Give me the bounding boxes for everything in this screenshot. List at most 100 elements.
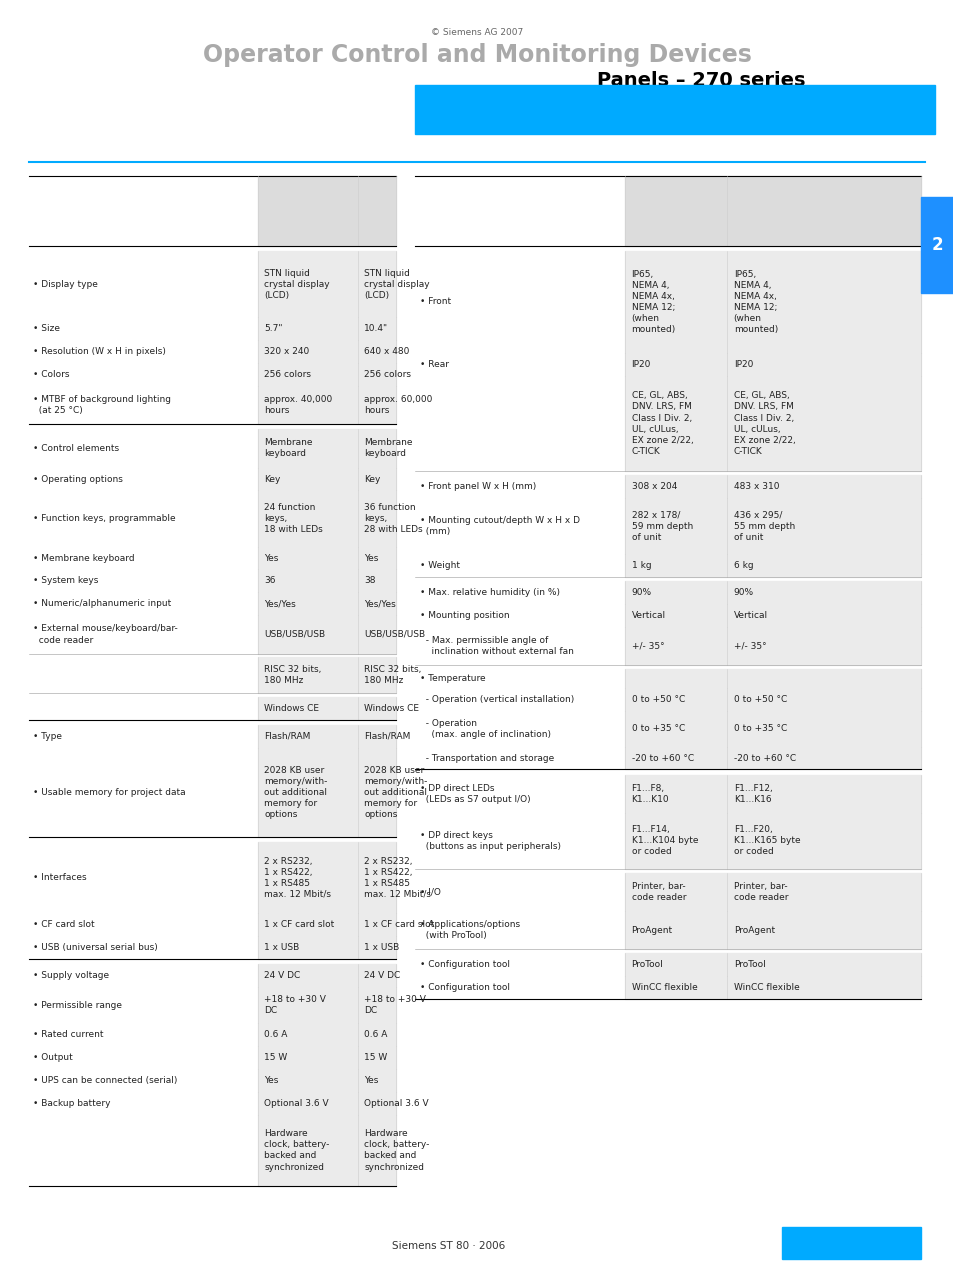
Text: Optional 3.6 V: Optional 3.6 V xyxy=(264,1098,329,1108)
Bar xyxy=(624,353,920,376)
Text: • Configuration tool: • Configuration tool xyxy=(419,959,509,970)
Text: • Mounting cutout/depth W x H x D
  (mm): • Mounting cutout/depth W x H x D (mm) xyxy=(419,516,579,536)
Text: 256 colors: 256 colors xyxy=(364,369,411,380)
Text: • Permissible range: • Permissible range xyxy=(33,1000,122,1010)
Text: 0.6 A: 0.6 A xyxy=(264,1029,288,1040)
Text: ProAgent: ProAgent xyxy=(733,925,774,935)
Text: 282 x 178/
59 mm depth
of unit: 282 x 178/ 59 mm depth of unit xyxy=(631,511,692,541)
Text: • Membrane keyboard: • Membrane keyboard xyxy=(33,553,135,563)
Bar xyxy=(257,1092,395,1115)
Text: • Rated current: • Rated current xyxy=(33,1029,104,1040)
Text: 1 x USB: 1 x USB xyxy=(364,943,399,953)
Bar xyxy=(257,1023,395,1046)
Text: 308 x 204: 308 x 204 xyxy=(631,482,677,492)
Text: 1 kg: 1 kg xyxy=(631,561,651,571)
Bar xyxy=(257,386,395,424)
Text: Windows CE: Windows CE xyxy=(364,703,419,713)
Text: 2 x RS232,
1 x RS422,
1 x RS485
max. 12 Mbit/s: 2 x RS232, 1 x RS422, 1 x RS485 max. 12 … xyxy=(364,856,431,899)
Text: 24 V DC: 24 V DC xyxy=(364,971,400,981)
Text: • Applications/options
  (with ProTool): • Applications/options (with ProTool) xyxy=(419,920,519,940)
Text: 256 colors: 256 colors xyxy=(264,369,311,380)
Text: • Numeric/alphanumeric input: • Numeric/alphanumeric input xyxy=(33,599,172,609)
Text: IP65,
NEMA 4,
NEMA 4x,
NEMA 12;
(when
mounted): IP65, NEMA 4, NEMA 4x, NEMA 12; (when mo… xyxy=(631,270,675,334)
Bar xyxy=(257,725,395,748)
Text: Yes: Yes xyxy=(364,553,378,563)
Text: • Temperature: • Temperature xyxy=(419,674,485,683)
Bar xyxy=(624,604,920,627)
Text: • System keys: • System keys xyxy=(33,576,99,586)
Bar xyxy=(257,936,395,959)
Text: 640 x 480: 640 x 480 xyxy=(364,347,410,357)
Text: 1 x CF card slot: 1 x CF card slot xyxy=(264,920,335,930)
Text: Yes/Yes: Yes/Yes xyxy=(364,599,395,609)
Text: Hardware
clock, battery-
backed and
synchronized: Hardware clock, battery- backed and sync… xyxy=(264,1129,330,1172)
Text: 0 to +50 °C: 0 to +50 °C xyxy=(631,694,684,705)
Bar xyxy=(257,748,395,837)
Text: Printer, bar-
code reader: Printer, bar- code reader xyxy=(733,882,787,902)
Text: +18 to +30 V
DC: +18 to +30 V DC xyxy=(364,995,426,1015)
Text: • Weight: • Weight xyxy=(419,561,459,571)
Text: F1...F12,
K1...K16: F1...F12, K1...K16 xyxy=(733,784,772,804)
Text: USB/USB/USB: USB/USB/USB xyxy=(364,629,425,640)
Text: +/- 35°: +/- 35° xyxy=(631,641,663,651)
Bar xyxy=(624,475,920,498)
Text: approx. 40,000
hours: approx. 40,000 hours xyxy=(264,395,333,415)
Text: STN liquid
crystal display
(LCD): STN liquid crystal display (LCD) xyxy=(264,269,330,299)
Bar xyxy=(624,627,920,665)
Bar xyxy=(257,340,395,363)
Bar xyxy=(624,498,920,554)
Text: +18 to +30 V
DC: +18 to +30 V DC xyxy=(264,995,326,1015)
Text: 1 x CF card slot: 1 x CF card slot xyxy=(364,920,435,930)
Text: 2 x RS232,
1 x RS422,
1 x RS485
max. 12 Mbit/s: 2 x RS232, 1 x RS422, 1 x RS485 max. 12 … xyxy=(264,856,331,899)
Text: • I/O: • I/O xyxy=(419,887,440,897)
Bar xyxy=(257,176,395,246)
Text: Membrane
keyboard: Membrane keyboard xyxy=(364,438,413,459)
Bar xyxy=(624,911,920,949)
Text: Flash/RAM: Flash/RAM xyxy=(264,731,311,741)
Text: • CF card slot: • CF card slot xyxy=(33,920,95,930)
Text: -20 to +60 °C: -20 to +60 °C xyxy=(631,753,693,763)
Text: ProTool: ProTool xyxy=(631,959,662,970)
Text: • Colors: • Colors xyxy=(33,369,70,380)
Text: 24 function
keys,
18 with LEDs: 24 function keys, 18 with LEDs xyxy=(264,503,323,534)
Text: -20 to +60 °C: -20 to +60 °C xyxy=(733,753,795,763)
Bar xyxy=(257,1115,395,1186)
Text: Printer, bar-
code reader: Printer, bar- code reader xyxy=(631,882,685,902)
Bar xyxy=(257,251,395,317)
Text: 36: 36 xyxy=(264,576,275,586)
Text: 6 kg: 6 kg xyxy=(733,561,753,571)
Text: USB/USB/USB: USB/USB/USB xyxy=(264,629,325,640)
Bar xyxy=(257,842,395,913)
Bar xyxy=(257,615,395,654)
Text: IP65,
NEMA 4,
NEMA 4x,
NEMA 12;
(when
mounted): IP65, NEMA 4, NEMA 4x, NEMA 12; (when mo… xyxy=(733,270,777,334)
Text: ProAgent: ProAgent xyxy=(631,925,672,935)
Bar xyxy=(257,964,395,987)
Bar xyxy=(415,85,934,134)
Text: • Type: • Type xyxy=(33,731,62,741)
Text: • Max. relative humidity (in %): • Max. relative humidity (in %) xyxy=(419,587,559,598)
Bar xyxy=(257,317,395,340)
Text: 436 x 295/
55 mm depth
of unit: 436 x 295/ 55 mm depth of unit xyxy=(733,511,794,541)
Text: RISC 32 bits,
180 MHz: RISC 32 bits, 180 MHz xyxy=(364,665,421,685)
Text: • Control elements: • Control elements xyxy=(33,443,119,454)
Text: Yes: Yes xyxy=(264,553,278,563)
Text: • Function keys, programmable: • Function keys, programmable xyxy=(33,513,176,524)
Text: • Backup battery: • Backup battery xyxy=(33,1098,111,1108)
Text: • External mouse/keyboard/bar-
  code reader: • External mouse/keyboard/bar- code read… xyxy=(33,624,178,645)
Bar xyxy=(624,376,920,471)
Text: 90%: 90% xyxy=(631,587,651,598)
Bar xyxy=(624,251,920,353)
Text: WinCC flexible: WinCC flexible xyxy=(631,982,697,992)
Text: Vertical: Vertical xyxy=(631,610,665,620)
Text: 90%: 90% xyxy=(733,587,753,598)
Text: • MTBF of background lighting
  (at 25 °C): • MTBF of background lighting (at 25 °C) xyxy=(33,395,172,415)
Text: WinCC flexible: WinCC flexible xyxy=(733,982,799,992)
Text: F1...F20,
K1...K165 byte
or coded: F1...F20, K1...K165 byte or coded xyxy=(733,826,800,856)
Text: 483 x 310: 483 x 310 xyxy=(733,482,779,492)
Bar xyxy=(624,688,920,711)
Text: Windows CE: Windows CE xyxy=(264,703,319,713)
Text: • Mounting position: • Mounting position xyxy=(419,610,509,620)
Text: Flash/RAM: Flash/RAM xyxy=(364,731,411,741)
Text: CE, GL, ABS,
DNV. LRS, FM
Class I Div. 2,
UL, cULus,
EX zone 2/22,
C-TICK: CE, GL, ABS, DNV. LRS, FM Class I Div. 2… xyxy=(733,391,795,456)
Text: 36 function
keys,
28 with LEDs: 36 function keys, 28 with LEDs xyxy=(364,503,422,534)
